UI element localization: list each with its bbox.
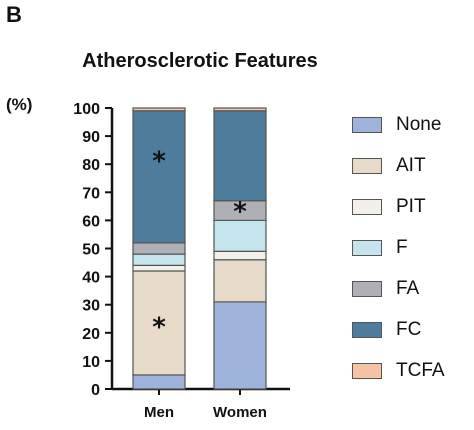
significance-marker: * (233, 197, 247, 227)
legend-item-none: None (352, 113, 472, 137)
y-tick-label: 20 (82, 326, 100, 343)
bar-segment-none-men (132, 374, 186, 390)
legend-swatch (352, 322, 382, 338)
bar-segment-fc-women (213, 110, 267, 202)
legend-item-pit: PIT (352, 195, 472, 219)
y-tick-label: 10 (82, 354, 100, 371)
bar-segment-tcfa-men (132, 107, 186, 112)
bar-segment-pit-women (213, 250, 267, 261)
legend-label: FA (396, 278, 420, 299)
y-tick-label: 90 (82, 129, 100, 146)
bar-segment-fa-men (132, 242, 186, 255)
panel-letter: B (6, 2, 22, 27)
significance-marker: * (152, 147, 166, 177)
y-tick-label: 60 (82, 213, 100, 230)
chart-title: Atherosclerotic Features (82, 50, 318, 72)
y-axis-unit: (%) (6, 95, 33, 114)
bar-segment-ait-women (213, 259, 267, 303)
labels: 0 10 20 30 40 50 60 70 80 90 100 Men Women * * * (73, 101, 267, 421)
bar-segment-tcfa-women (213, 107, 267, 112)
y-tick-label: 50 (82, 242, 100, 259)
bar-segment-none-women (213, 301, 267, 390)
legend-swatch (352, 240, 382, 256)
legend-label: TCFA (396, 360, 445, 381)
bar-segment-ait-men (132, 270, 186, 376)
legend-item-f: F (352, 236, 472, 260)
x-category-label: Women (213, 404, 267, 421)
legend-label: F (396, 237, 408, 258)
bar-segment-fc-men (132, 110, 186, 244)
legend-label: PIT (396, 196, 426, 217)
y-tick-label: 70 (82, 185, 100, 202)
legend-label: FC (396, 319, 422, 340)
legend-swatch (352, 199, 382, 215)
bars (132, 107, 267, 390)
legend-label: AIT (396, 155, 426, 176)
legend-item-fa: FA (352, 277, 472, 301)
legend-item-fc: FC (352, 318, 472, 342)
legend-label: None (396, 114, 442, 135)
bar-segment-pit-men (132, 264, 186, 272)
x-category-label: Men (144, 404, 174, 421)
legend-swatch (352, 363, 382, 379)
y-tick-label: 0 (91, 382, 100, 399)
legend-item-ait: AIT (352, 154, 472, 178)
y-tick-label: 100 (73, 101, 100, 118)
bar-segment-f-women (213, 219, 267, 252)
bar-segment-f-men (132, 253, 186, 266)
significance-marker: * (152, 312, 166, 342)
legend-swatch (352, 117, 382, 133)
y-tick-label: 40 (82, 270, 100, 287)
legend-item-tcfa: TCFA (352, 359, 472, 383)
legend-swatch (352, 281, 382, 297)
y-tick-label: 80 (82, 157, 100, 174)
y-tick-label: 30 (82, 298, 100, 315)
legend-swatch (352, 158, 382, 174)
